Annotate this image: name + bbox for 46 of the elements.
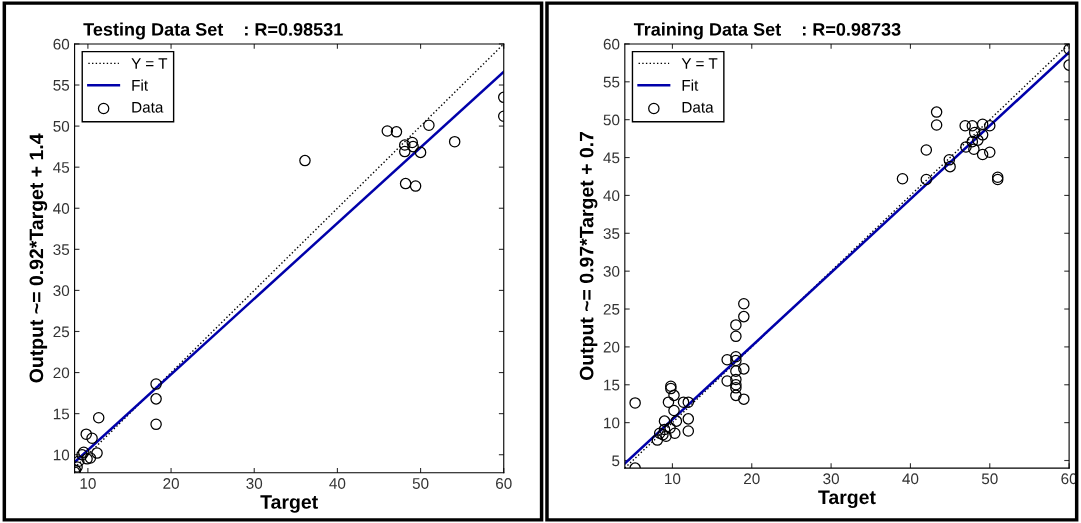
x-tick-label: 20: [744, 473, 760, 485]
legend-label: Data: [682, 102, 714, 113]
y-tick-label: 20: [53, 367, 70, 379]
y-tick-label: 15: [53, 408, 70, 420]
x-tick-label: 60: [496, 478, 512, 489]
y-tick-label: 30: [603, 266, 620, 277]
y-tick-label: 10: [53, 449, 70, 461]
y-tick-label: 40: [603, 190, 620, 202]
y-tick-label: 45: [603, 152, 620, 164]
y-tick-label: 55: [53, 80, 70, 91]
x-tick-label: 10: [80, 478, 96, 489]
y-tick-label: 10: [604, 417, 620, 429]
y-axis-title: Output ~= 0.92*Target + 1.4: [29, 133, 48, 383]
legend-label: Y = T: [681, 58, 718, 69]
x-tick-label: 40: [329, 478, 346, 489]
y-tick-label: 25: [603, 303, 620, 315]
y-tick-label: 60: [53, 38, 70, 50]
x-tick-label: 10: [665, 473, 681, 485]
x-tick-label: 20: [163, 478, 179, 489]
y-tick-label: 35: [53, 244, 70, 256]
x-tick-label: 40: [902, 473, 919, 485]
y-tick-label: 40: [53, 203, 70, 214]
y-tick-label: 5: [612, 455, 620, 467]
y-tick-label: 25: [53, 326, 70, 338]
y-tick-label: 15: [604, 379, 620, 391]
y-tick-label: 60: [603, 38, 620, 50]
x-tick-label: 30: [823, 473, 839, 485]
chart-title: Testing Data Set : R=0.98531: [83, 22, 343, 40]
y-tick-label: 45: [53, 162, 70, 173]
y-tick-label: 55: [603, 76, 620, 88]
legend-label: Fit: [132, 79, 148, 91]
x-tick-label: 50: [981, 473, 998, 485]
y-tick-label: 35: [603, 228, 620, 239]
legend-label: Data: [132, 102, 164, 113]
legend-label: Fit: [682, 79, 699, 91]
legend-label: Y = T: [131, 58, 168, 69]
x-tick-label: 50: [412, 478, 429, 489]
x-axis-title: Target: [260, 495, 318, 513]
y-tick-label: 50: [53, 120, 70, 132]
y-tick-label: 20: [603, 341, 620, 353]
chart-title: Training Data Set : R=0.98733: [633, 22, 901, 40]
y-tick-label: 50: [603, 114, 620, 126]
y-axis-title: Output ~= 0.97*Target + 0.7: [579, 131, 598, 381]
y-tick-label: 30: [53, 285, 70, 297]
x-tick-label: 30: [246, 478, 263, 489]
x-axis-title: Target: [818, 490, 876, 509]
